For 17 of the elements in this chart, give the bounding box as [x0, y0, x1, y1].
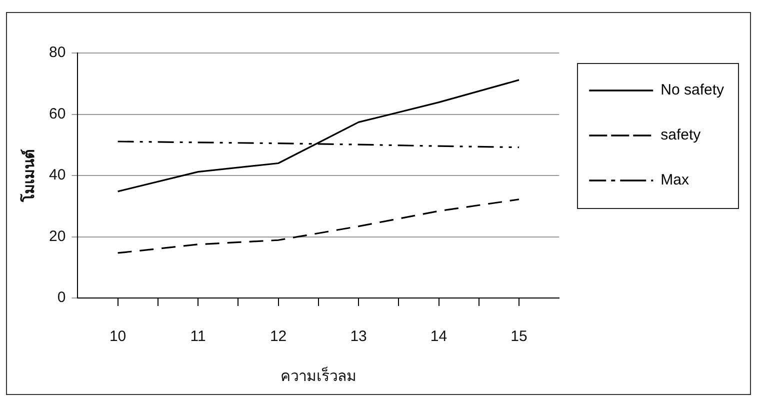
x-tick-label: 11 [190, 328, 206, 346]
x-tick-label: 14 [430, 328, 448, 346]
x-tick-label: 15 [510, 328, 528, 346]
y-tick-label: 0 [57, 289, 66, 306]
x-tick-label: 13 [350, 328, 367, 346]
y-tick-label: 40 [48, 166, 66, 184]
y-tick-label: 60 [48, 105, 66, 122]
y-tick-label: 80 [48, 44, 66, 62]
legend-label: No safety [660, 82, 724, 99]
x-axis-title: ความเร็วลม [280, 366, 356, 385]
legend-label: safety [660, 126, 702, 144]
y-axis-title: โมเมนต์ [18, 149, 38, 203]
x-tick-label: 12 [270, 328, 287, 346]
legend-label: Max [660, 172, 690, 189]
line-series [117, 198, 520, 254]
x-tick-label: 10 [109, 328, 126, 346]
y-tick-label: 20 [48, 228, 66, 245]
